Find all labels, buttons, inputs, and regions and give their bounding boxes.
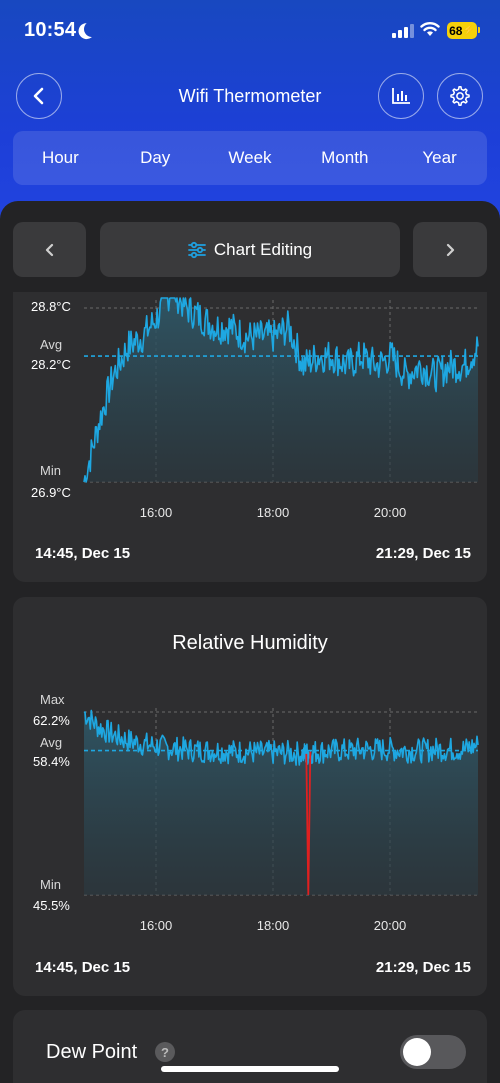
wifi-icon [420,22,440,36]
bar-chart-icon [392,88,410,104]
humidity-max-value: 62.2% [33,713,70,728]
temperature-min-label: Min [40,463,61,478]
temperature-min-value: 26.9°C [31,485,71,500]
status-time: 10:54 [24,19,77,41]
chart-editing-label: Chart Editing [213,239,313,259]
help-icon[interactable]: ? [155,1042,175,1062]
humidity-min-label: Min [40,877,61,892]
tab-month[interactable]: Month [321,148,369,167]
tab-day[interactable]: Day [140,148,171,167]
humidity-max-label: Max [40,692,65,707]
tab-hour[interactable]: Hour [41,148,79,167]
battery-icon: 68 ⚡ [447,22,480,39]
dew-point-label: Dew Point [46,1041,138,1063]
sliders-icon [187,241,206,258]
humidity-chart-title: Relative Humidity [172,632,328,654]
temperature-max-value: 28.8°C [31,299,71,314]
tab-week[interactable]: Week [228,148,272,167]
humidity-x-tick: 16:00 [139,918,173,933]
chevron-left-icon [45,243,53,256]
humidity-avg-label: Avg [40,735,63,750]
humidity-range-end: 21:29, Dec 15 [375,959,471,976]
settings-button[interactable] [437,73,483,119]
tab-year[interactable]: Year [422,148,457,167]
home-indicator[interactable] [161,1066,339,1072]
humidity-avg-value: 58.4% [33,754,70,769]
humidity-area [84,710,478,895]
temperature-x-tick: 16:00 [139,505,173,520]
humidity-anomaly-line [305,751,312,896]
humidity-x-tick: 20:00 [373,918,407,933]
temperature-range-end: 21:29, Dec 15 [375,545,471,562]
battery-level: 68 [449,23,463,38]
humidity-series-line [83,709,479,766]
back-button[interactable] [16,73,62,119]
temperature-avg-value: 28.2°C [31,357,71,372]
temperature-x-tick: 20:00 [373,505,407,520]
next-period-button[interactable] [413,222,487,277]
header-background [0,0,500,230]
temperature-x-tick: 18:00 [256,505,290,520]
signal-icon [392,24,414,38]
temperature-area [84,298,478,482]
humidity-chart [83,708,479,896]
humidity-x-tick: 18:00 [256,918,290,933]
moon-icon [83,20,102,39]
chevron-right-icon [446,243,455,256]
temperature-chart [83,297,479,483]
chevron-left-icon [33,87,44,105]
humidity-range-start: 14:45, Dec 15 [35,959,131,976]
previous-period-button[interactable] [13,222,86,277]
statistics-button[interactable] [378,73,424,119]
temperature-avg-label: Avg [40,337,63,352]
humidity-min-value: 45.5% [33,898,70,913]
toggle-knob [403,1038,431,1066]
status-bar: 10:54 68 ⚡ [0,0,500,60]
page-title: Wifi Thermometer [178,86,322,106]
temperature-range-start: 14:45, Dec 15 [35,545,131,562]
chart-editing-button[interactable]: Chart Editing [100,222,400,277]
gear-icon [450,86,470,106]
dew-point-toggle[interactable] [400,1035,466,1069]
temperature-series-line [83,297,479,483]
period-tabs: Hour Day Week Month Year [13,131,487,185]
